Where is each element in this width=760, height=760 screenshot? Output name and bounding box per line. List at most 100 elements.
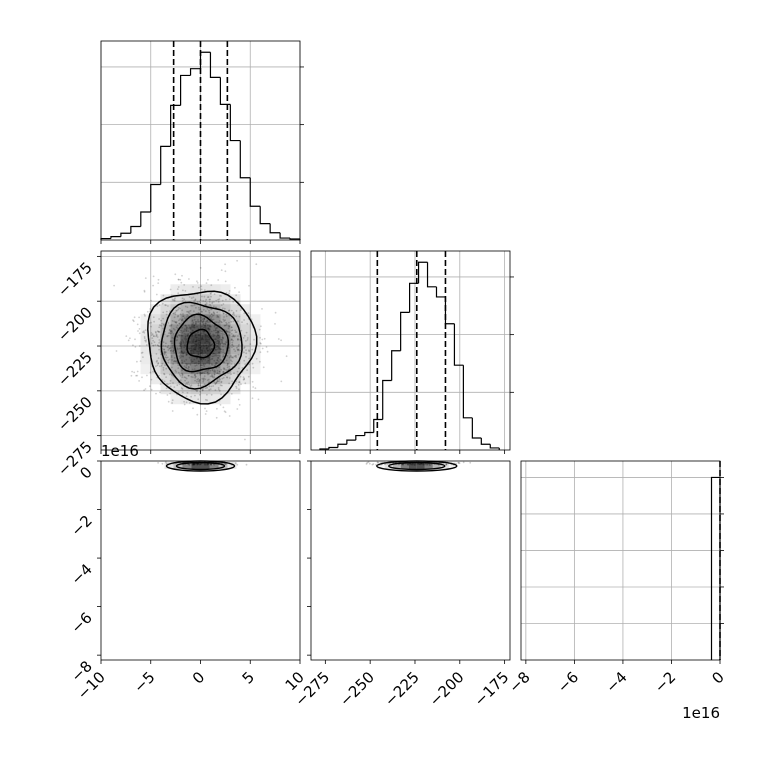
scatter-point xyxy=(214,321,217,323)
density-cell xyxy=(210,314,221,325)
scatter-point xyxy=(176,347,179,350)
scatter-point xyxy=(236,259,239,262)
scatter-point xyxy=(157,357,160,360)
scatter-point xyxy=(153,341,156,344)
scatter-point xyxy=(234,335,237,337)
scatter-point xyxy=(420,462,423,464)
scatter-point xyxy=(204,322,207,325)
scatter-point xyxy=(201,389,204,392)
scatter-point xyxy=(171,359,173,361)
scatter-point xyxy=(155,333,158,336)
scatter-point xyxy=(150,299,153,302)
scatter-point xyxy=(428,463,431,465)
scatter-point xyxy=(171,331,174,334)
scatter-point xyxy=(261,338,264,341)
scatter-point xyxy=(145,340,147,343)
scatter-point xyxy=(241,367,244,369)
scatter-point xyxy=(201,461,204,464)
scatter-point xyxy=(191,461,194,464)
scatter-point xyxy=(247,312,250,315)
scatter-point xyxy=(158,304,161,306)
scatter-point xyxy=(178,319,180,322)
scatter-point xyxy=(135,374,138,377)
scatter-point xyxy=(237,384,240,386)
grid xyxy=(311,251,510,450)
density-cell xyxy=(150,334,161,345)
scatter-point xyxy=(205,320,208,323)
density-cell xyxy=(170,394,181,405)
histogram-bin xyxy=(160,145,171,185)
scatter-point xyxy=(216,369,219,372)
scatter-point xyxy=(230,363,233,365)
scatter-point xyxy=(211,375,214,377)
scatter-point xyxy=(169,385,172,388)
scatter-point xyxy=(224,411,227,414)
scatter-point xyxy=(215,381,218,384)
scatter-point xyxy=(203,377,205,380)
scatter-point xyxy=(203,375,206,377)
density-cell xyxy=(408,462,417,469)
scatter-point xyxy=(162,341,165,344)
scatter-point xyxy=(210,364,213,366)
scatter-point xyxy=(452,463,455,466)
scatter-point xyxy=(173,320,176,323)
scatter-point xyxy=(243,347,245,349)
scatter-point xyxy=(198,306,200,309)
scatter-point xyxy=(213,375,215,377)
scatter-point xyxy=(194,462,197,465)
scatter-point xyxy=(185,382,188,384)
scatter-point xyxy=(417,461,420,463)
scatter-point xyxy=(409,462,412,464)
contour-line xyxy=(173,313,230,373)
scatter-point xyxy=(450,463,453,466)
scatter-point xyxy=(143,290,146,293)
scatter-point xyxy=(234,286,236,289)
scatter-point xyxy=(428,461,430,464)
scatter-point xyxy=(438,462,441,465)
scatter-point xyxy=(434,462,437,465)
scatter-point xyxy=(376,461,379,464)
density-cell xyxy=(190,374,201,385)
scatter-point xyxy=(231,344,233,346)
scatter-point xyxy=(192,461,194,464)
scatter-point xyxy=(198,381,201,383)
scatter-point xyxy=(225,368,227,371)
scatter-point xyxy=(366,461,369,464)
scatter-point xyxy=(172,350,175,353)
scatter-point xyxy=(449,462,452,465)
scatter-point xyxy=(418,463,421,466)
scatter-point xyxy=(179,313,182,316)
scatter-point xyxy=(218,389,221,392)
scatter-point xyxy=(152,316,155,319)
scatter-point xyxy=(228,415,231,417)
scatter-point xyxy=(199,308,202,310)
scatter-point xyxy=(248,363,251,366)
scatter-point xyxy=(206,399,209,402)
scatter-point xyxy=(176,348,179,351)
scatter-point xyxy=(224,270,227,273)
scatter-point xyxy=(152,344,154,347)
histogram-bin xyxy=(209,52,221,78)
scatter-point xyxy=(222,371,225,373)
scatter-point xyxy=(201,389,204,392)
scatter-point xyxy=(406,461,409,464)
scatter-point xyxy=(414,463,417,466)
scatter-point xyxy=(218,321,220,324)
scatter-point xyxy=(167,334,170,337)
density-cell xyxy=(200,284,211,295)
scatter-point xyxy=(222,349,225,351)
scatter-point xyxy=(169,330,172,333)
scatter-point xyxy=(469,461,472,464)
scatter-point xyxy=(214,306,217,309)
scatter-point xyxy=(191,376,194,378)
scatter-point xyxy=(220,368,223,371)
density-cell xyxy=(150,314,161,325)
scatter-point xyxy=(177,371,180,374)
scatter-point xyxy=(144,329,147,332)
scatter-point xyxy=(230,320,233,323)
scatter-point xyxy=(231,329,234,331)
scatter-point xyxy=(170,349,172,352)
scatter-point xyxy=(232,335,235,337)
scatter-point xyxy=(195,389,197,392)
scatter-point xyxy=(158,324,161,327)
